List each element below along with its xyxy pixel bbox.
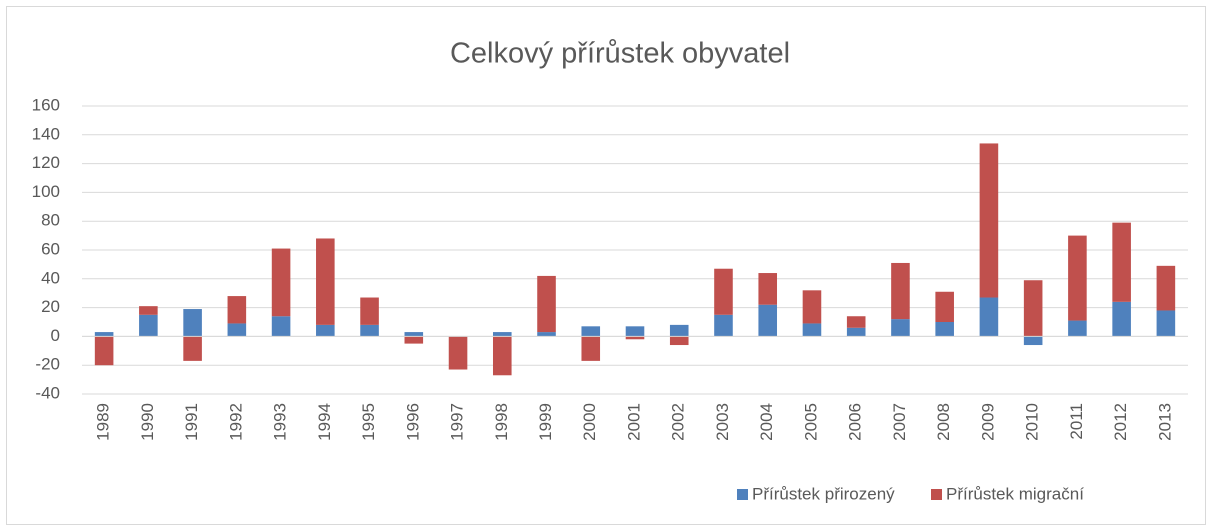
x-tick-label: 2009 <box>978 403 997 441</box>
bar <box>537 332 556 337</box>
bar <box>316 238 335 325</box>
bar <box>316 324 335 337</box>
bar <box>492 332 512 337</box>
x-tick-label: 2010 <box>1023 403 1042 441</box>
bar <box>537 275 556 333</box>
bar <box>94 332 114 337</box>
bar <box>979 143 999 298</box>
x-tick-label: 1990 <box>138 403 157 441</box>
bar <box>669 336 689 346</box>
x-tick-label: 1994 <box>315 403 334 441</box>
x-tick-label: 2007 <box>890 403 909 441</box>
y-tick-label: 40 <box>41 268 60 287</box>
bar <box>183 309 202 337</box>
bar <box>448 336 468 370</box>
bar <box>625 336 645 340</box>
chart-border <box>6 6 1206 525</box>
bar <box>758 273 778 305</box>
legend-swatch <box>737 489 748 500</box>
bar <box>758 304 778 337</box>
x-tick-label: 1993 <box>271 403 290 441</box>
bar <box>891 319 910 337</box>
x-tick-label: 1998 <box>492 403 511 441</box>
y-tick-label: -20 <box>35 355 60 374</box>
x-tick-label: 1995 <box>359 403 378 441</box>
bar <box>183 336 202 361</box>
chart-title: Celkový přírůstek obyvatel <box>450 38 790 70</box>
y-tick-label: 120 <box>32 153 60 172</box>
x-tick-label: 2000 <box>580 403 599 441</box>
bar <box>581 336 601 361</box>
bar <box>846 316 866 328</box>
bar <box>360 324 379 337</box>
x-tick-label: 2011 <box>1067 403 1086 440</box>
y-tick-label: 160 <box>32 95 60 114</box>
legend-label: Přírůstek migrační <box>946 484 1084 503</box>
bar <box>669 324 689 337</box>
bar <box>935 322 954 337</box>
bar <box>1156 310 1176 337</box>
bar <box>227 296 247 324</box>
bar <box>891 262 910 320</box>
y-tick-label: 80 <box>41 211 60 230</box>
x-tick-label: 2013 <box>1155 403 1174 441</box>
x-tick-label: 1992 <box>226 403 245 441</box>
x-tick-label: 2001 <box>624 403 643 441</box>
y-tick-label: 60 <box>41 239 60 258</box>
x-tick-label: 2003 <box>713 403 732 441</box>
bar <box>492 336 512 376</box>
x-tick-label: 2004 <box>757 403 776 441</box>
bar <box>581 326 601 337</box>
x-tick-label: 2002 <box>669 403 688 441</box>
bar <box>625 326 645 337</box>
bar <box>94 336 114 366</box>
bar <box>139 306 158 315</box>
y-tick-label: 100 <box>32 182 60 201</box>
bar <box>1156 265 1176 311</box>
x-tick-label: 2005 <box>801 403 820 441</box>
bar <box>802 323 822 337</box>
bar <box>227 323 247 337</box>
y-tick-label: 140 <box>32 124 60 143</box>
legend-label: Přírůstek přirozený <box>752 484 895 503</box>
legend-swatch <box>931 489 942 500</box>
bar <box>1068 320 1087 337</box>
y-tick-label: 0 <box>51 326 60 345</box>
bar <box>1068 235 1087 321</box>
bar <box>1023 336 1043 346</box>
bar <box>360 297 379 325</box>
bar <box>1112 301 1131 337</box>
x-tick-label: 1996 <box>403 403 422 441</box>
x-tick-label: 1989 <box>94 403 113 441</box>
bar <box>714 268 733 315</box>
x-tick-label: 1997 <box>448 403 467 441</box>
bar <box>271 248 291 317</box>
y-tick-label: 20 <box>41 297 60 316</box>
x-tick-label: 1999 <box>536 403 555 441</box>
bar <box>1023 280 1043 337</box>
x-tick-label: 2008 <box>934 403 953 441</box>
x-tick-label: 1991 <box>182 403 201 441</box>
y-tick-label: -40 <box>35 383 60 402</box>
bar <box>139 314 158 337</box>
bar <box>1112 222 1131 302</box>
bar <box>846 327 866 337</box>
x-tick-label: 2012 <box>1111 403 1130 441</box>
bar <box>802 290 822 324</box>
bar <box>271 316 291 337</box>
bar <box>979 297 999 337</box>
x-tick-label: 2006 <box>846 403 865 441</box>
bar <box>404 332 424 337</box>
bar <box>404 336 424 344</box>
bar <box>714 314 733 337</box>
bar <box>935 291 954 322</box>
